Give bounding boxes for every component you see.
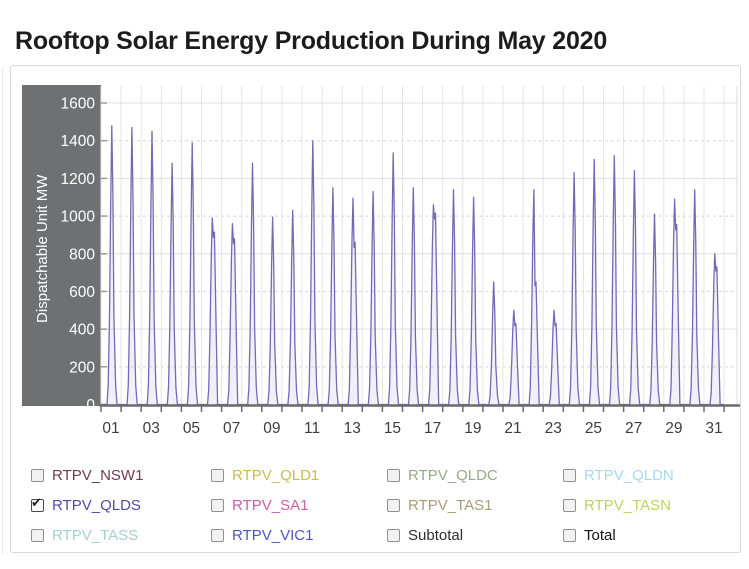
checkbox-rtpv-nsw1[interactable] xyxy=(31,468,44,482)
checkbox-rtpv-vic1[interactable] xyxy=(211,528,224,542)
legend-item-rtpv-nsw1[interactable]: RTPV_NSW1 xyxy=(31,466,211,484)
y-tick-label: 0 xyxy=(86,397,95,414)
y-tick-label: 1400 xyxy=(61,133,96,150)
x-tick-label: 31 xyxy=(705,420,722,437)
y-axis-panel xyxy=(22,85,101,406)
legend: RTPV_NSW1 RTPV_QLD1 RTPV_QLDC RTPV_QLDN … xyxy=(11,466,740,544)
x-tick-label: 09 xyxy=(263,420,280,437)
x-tick-label: 23 xyxy=(545,420,562,437)
legend-item-subtotal[interactable]: Subtotal xyxy=(387,526,563,544)
checkbox-rtpv-qlds[interactable]: ✔ xyxy=(31,494,44,512)
x-tick-label: 11 xyxy=(304,420,320,437)
series-line-rtpv-qlds xyxy=(101,124,725,406)
y-tick-label: 1000 xyxy=(61,209,96,226)
legend-item-rtpv-sa1[interactable]: RTPV_SA1 xyxy=(211,496,387,514)
legend-item-rtpv-tasn[interactable]: RTPV_TASN xyxy=(563,496,739,514)
legend-item-rtpv-vic1[interactable]: RTPV_VIC1 xyxy=(211,526,387,544)
checkbox-rtpv-tass[interactable] xyxy=(31,528,44,542)
chart-card: 0 200 400 600 800 1000 1200 1400 1600 Dispatchabl… xyxy=(10,65,741,553)
checkbox-rtpv-tasn[interactable] xyxy=(563,498,576,512)
page-title: Rooftop Solar Energy Production During M… xyxy=(15,26,608,55)
checkbox-total[interactable] xyxy=(563,528,576,542)
x-tick-label: 17 xyxy=(424,420,441,437)
x-tick-label: 15 xyxy=(384,420,401,437)
y-tick-label: 800 xyxy=(69,246,95,263)
checkbox-rtpv-tas1[interactable] xyxy=(387,498,400,512)
check-icon: ✔ xyxy=(31,494,42,510)
checkbox-rtpv-qld1[interactable] xyxy=(211,468,224,482)
checkbox-rtpv-qldn[interactable] xyxy=(563,468,576,482)
legend-item-rtpv-qldc[interactable]: RTPV_QLDC xyxy=(387,466,563,484)
checkbox-rtpv-sa1[interactable] xyxy=(211,498,224,512)
x-tick-label: 25 xyxy=(585,420,602,437)
legend-item-rtpv-qlds[interactable]: ✔ RTPV_QLDS xyxy=(31,494,141,514)
x-tick-label: 19 xyxy=(464,420,481,437)
legend-item-rtpv-tas1[interactable]: RTPV_TAS1 xyxy=(387,496,563,514)
x-tick-label: 13 xyxy=(344,420,361,437)
legend-item-rtpv-qld1[interactable]: RTPV_QLD1 xyxy=(211,466,387,484)
legend-item-rtpv-tass[interactable]: RTPV_TASS xyxy=(31,526,211,544)
legend-item-rtpv-qldn[interactable]: RTPV_QLDN xyxy=(563,466,739,484)
x-tick-label: 01 xyxy=(102,420,119,437)
y-tick-label: 600 xyxy=(69,284,95,301)
y-tick-label: 1600 xyxy=(61,96,96,113)
y-tick-label: 200 xyxy=(69,359,95,376)
x-tick-label: 03 xyxy=(143,420,160,437)
y-tick-label: 400 xyxy=(69,322,95,339)
x-tick-label: 21 xyxy=(504,420,521,437)
x-tick-label: 27 xyxy=(625,420,642,437)
y-axis-title: Dispatchable Unit MW xyxy=(34,174,51,323)
x-tick-label: 29 xyxy=(665,420,682,437)
legend-item-total[interactable]: Total xyxy=(563,526,739,544)
x-tick-label: 05 xyxy=(183,420,200,437)
checkbox-subtotal[interactable] xyxy=(387,528,400,542)
window-edge-line xyxy=(2,68,3,554)
checkbox-rtpv-qldc[interactable] xyxy=(387,468,400,482)
solar-production-chart: 0 200 400 600 800 1000 1200 1400 1600 Dispatchabl… xyxy=(22,85,740,437)
y-tick-label: 1200 xyxy=(61,171,96,188)
chart-area: 0 200 400 600 800 1000 1200 1400 1600 Dispatchabl… xyxy=(11,66,740,446)
x-tick-label: 07 xyxy=(223,420,240,437)
